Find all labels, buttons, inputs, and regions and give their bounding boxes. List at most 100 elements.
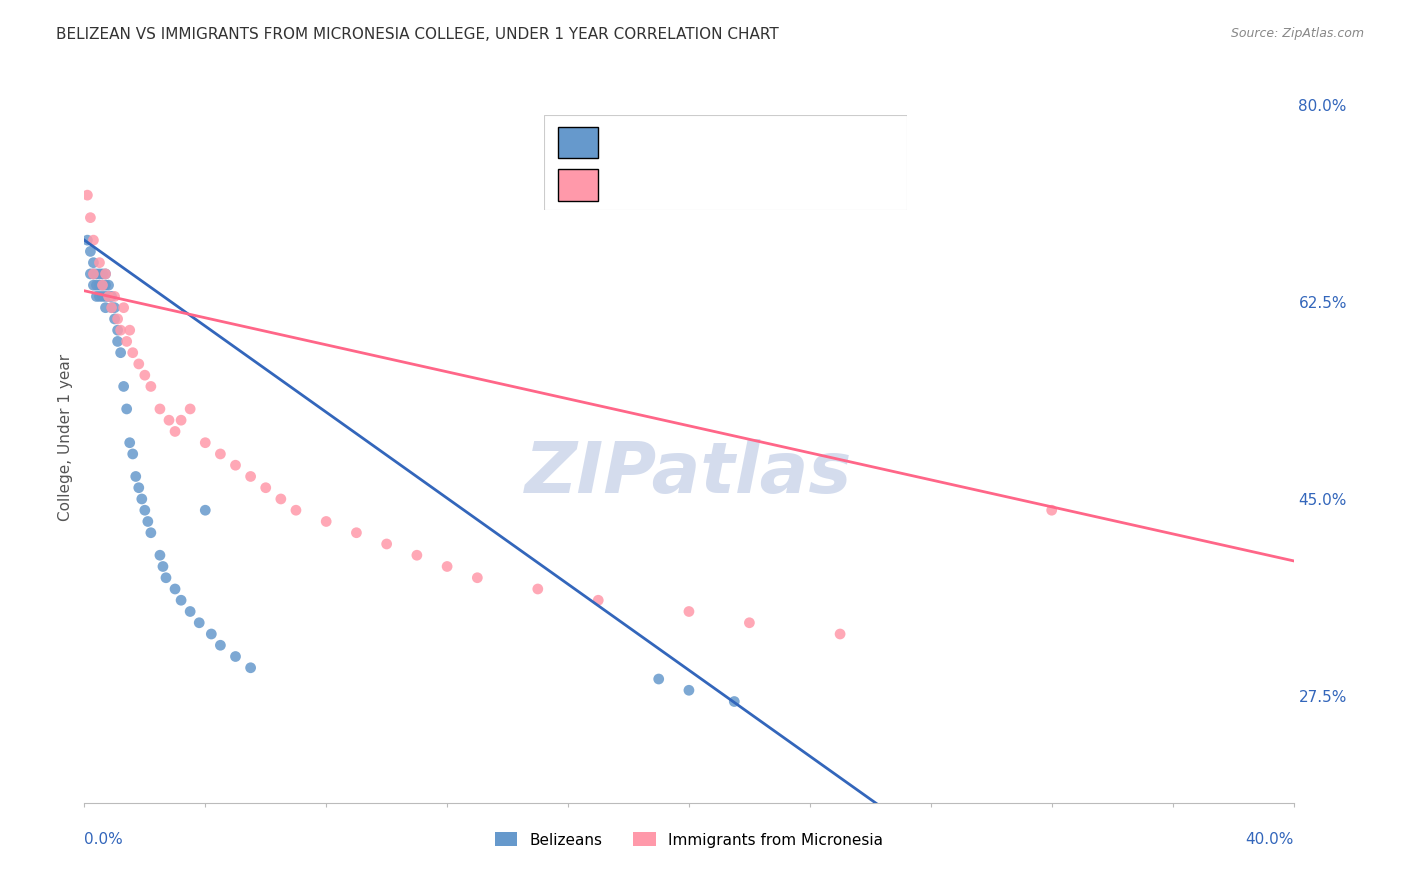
Point bbox=[225, 458, 247, 473]
Point bbox=[134, 503, 156, 517]
Point bbox=[149, 548, 172, 562]
Point bbox=[678, 683, 700, 698]
Point bbox=[188, 615, 211, 630]
Point bbox=[139, 525, 162, 540]
Point bbox=[165, 425, 187, 439]
Point bbox=[104, 289, 127, 303]
Point bbox=[588, 593, 610, 607]
Point bbox=[100, 301, 122, 315]
Point bbox=[467, 571, 489, 585]
Point bbox=[112, 301, 135, 315]
Point bbox=[134, 368, 156, 383]
Point bbox=[100, 289, 122, 303]
Point bbox=[346, 525, 368, 540]
Point bbox=[1040, 503, 1063, 517]
Point bbox=[678, 605, 700, 619]
Point bbox=[165, 582, 187, 596]
Point bbox=[100, 301, 122, 315]
Point bbox=[104, 312, 127, 326]
Point bbox=[406, 548, 429, 562]
Point bbox=[94, 289, 117, 303]
Point bbox=[97, 289, 120, 303]
Point bbox=[86, 289, 108, 303]
Point bbox=[648, 672, 671, 686]
Point bbox=[285, 503, 308, 517]
Point bbox=[738, 615, 761, 630]
Point bbox=[152, 559, 174, 574]
Point bbox=[121, 447, 143, 461]
Point bbox=[270, 491, 292, 506]
Point bbox=[209, 447, 232, 461]
Point bbox=[155, 571, 177, 585]
Point bbox=[76, 188, 98, 202]
Point bbox=[209, 638, 232, 652]
Point bbox=[170, 413, 193, 427]
Point bbox=[136, 515, 159, 529]
Point bbox=[225, 649, 247, 664]
Text: BELIZEAN VS IMMIGRANTS FROM MICRONESIA COLLEGE, UNDER 1 YEAR CORRELATION CHART: BELIZEAN VS IMMIGRANTS FROM MICRONESIA C… bbox=[56, 27, 779, 42]
Point bbox=[94, 301, 117, 315]
Point bbox=[86, 278, 108, 293]
Point bbox=[94, 278, 117, 293]
Point bbox=[86, 267, 108, 281]
Point bbox=[79, 267, 101, 281]
Point bbox=[97, 278, 120, 293]
Point bbox=[89, 255, 111, 269]
Point bbox=[194, 435, 217, 450]
Point bbox=[157, 413, 180, 427]
Point bbox=[76, 233, 98, 247]
Point bbox=[179, 401, 201, 416]
Point bbox=[79, 211, 101, 225]
Point bbox=[94, 267, 117, 281]
Point bbox=[115, 401, 138, 416]
Point bbox=[194, 503, 217, 517]
Point bbox=[436, 559, 458, 574]
Point bbox=[131, 491, 153, 506]
Point bbox=[115, 334, 138, 349]
Point bbox=[527, 582, 550, 596]
Y-axis label: College, Under 1 year: College, Under 1 year bbox=[58, 353, 73, 521]
Point bbox=[128, 481, 150, 495]
Point bbox=[82, 267, 104, 281]
Point bbox=[82, 255, 104, 269]
Point bbox=[79, 244, 101, 259]
Point bbox=[125, 469, 148, 483]
Point bbox=[104, 301, 127, 315]
Point bbox=[107, 312, 129, 326]
Point bbox=[107, 334, 129, 349]
Point bbox=[139, 379, 162, 393]
Point bbox=[118, 323, 141, 337]
Legend: Belizeans, Immigrants from Micronesia: Belizeans, Immigrants from Micronesia bbox=[488, 826, 890, 854]
Point bbox=[91, 278, 114, 293]
Text: Source: ZipAtlas.com: Source: ZipAtlas.com bbox=[1230, 27, 1364, 40]
Text: 0.0%: 0.0% bbox=[84, 832, 124, 847]
Point bbox=[239, 469, 262, 483]
Point bbox=[110, 345, 132, 359]
Point bbox=[254, 481, 277, 495]
Point bbox=[118, 435, 141, 450]
Point bbox=[89, 278, 111, 293]
Point bbox=[112, 379, 135, 393]
Point bbox=[315, 515, 337, 529]
Point bbox=[128, 357, 150, 371]
Point bbox=[149, 401, 172, 416]
Point bbox=[723, 694, 745, 708]
Point bbox=[89, 267, 111, 281]
Point bbox=[110, 323, 132, 337]
Point bbox=[91, 289, 114, 303]
Point bbox=[121, 345, 143, 359]
Point bbox=[170, 593, 193, 607]
Point bbox=[830, 627, 852, 641]
Point bbox=[82, 278, 104, 293]
Point bbox=[200, 627, 222, 641]
Point bbox=[179, 605, 201, 619]
Text: ZIPatlas: ZIPatlas bbox=[526, 439, 852, 508]
Point bbox=[89, 289, 111, 303]
Point bbox=[97, 289, 120, 303]
Point bbox=[91, 267, 114, 281]
Point bbox=[107, 323, 129, 337]
Point bbox=[239, 661, 262, 675]
Point bbox=[82, 267, 104, 281]
Point bbox=[82, 233, 104, 247]
Point bbox=[91, 278, 114, 293]
